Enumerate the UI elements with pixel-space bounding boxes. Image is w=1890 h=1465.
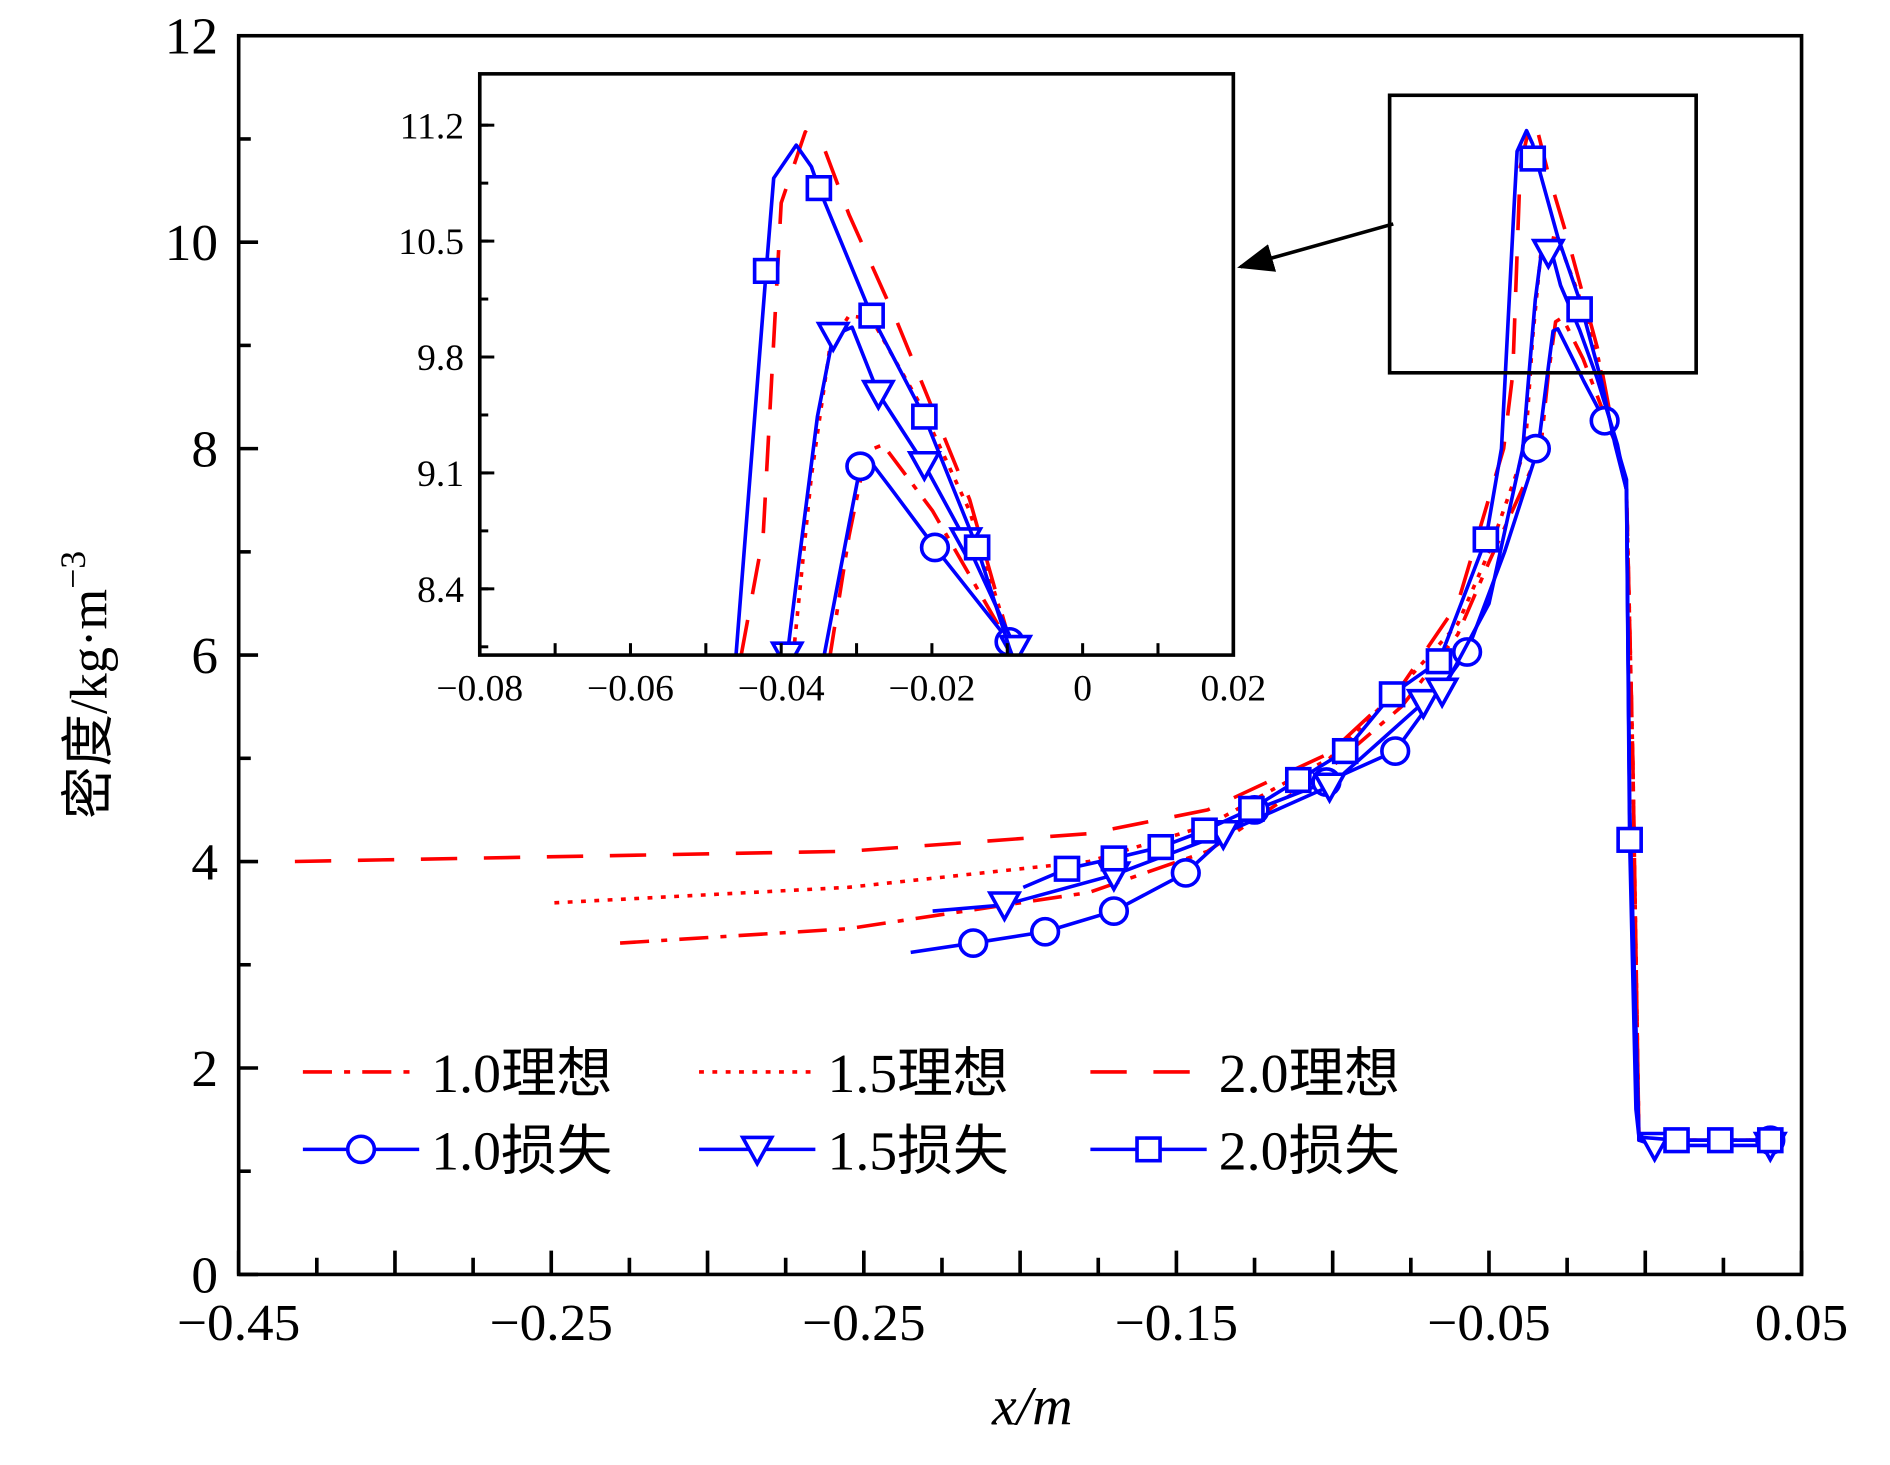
- legend-label: 1.5理想: [827, 1044, 1008, 1104]
- y-tick-label: 2: [191, 1040, 218, 1098]
- marker-2.0损失: [1616, 826, 1643, 853]
- marker-2.0损失: [1706, 1127, 1734, 1154]
- inset-x-tick-label: −0.08: [436, 669, 523, 710]
- legend-label: 1.0损失: [431, 1121, 612, 1181]
- marker-2.0损失: [1425, 648, 1453, 675]
- inset-marker-2.0损失: [911, 403, 938, 430]
- legend-marker: [345, 1134, 377, 1165]
- x-tick-label: 0.05: [1755, 1294, 1848, 1352]
- marker-2.0损失: [1519, 145, 1547, 172]
- inset-marker-2.0损失: [752, 257, 780, 285]
- inset-marker-1.0损失: [845, 451, 876, 482]
- inset-marker-2.0损失: [858, 302, 885, 329]
- zoom-region-box: [1387, 93, 1698, 375]
- marker-2.0损失: [1566, 296, 1593, 323]
- marker-2.0损失: [1238, 795, 1265, 822]
- inset-frame: [477, 72, 1236, 657]
- marker-2.0损失: [1663, 1127, 1690, 1154]
- x-tick-label: −0.25: [802, 1294, 925, 1352]
- inset-marker-2.0损失: [805, 175, 833, 202]
- marker-2.0损失: [1756, 1127, 1784, 1154]
- marker-2.0损失: [1053, 855, 1081, 882]
- inset-x-tick-label: −0.04: [738, 669, 825, 710]
- inset-series-line-2.0理想: [739, 130, 1016, 656]
- legend-label: 1.5损失: [827, 1121, 1008, 1181]
- inset-x-tick-label: −0.06: [587, 669, 674, 710]
- inset-y-tick-label: 11.2: [400, 107, 464, 148]
- inset-marker-2.0损失: [963, 534, 991, 561]
- legend-label: 2.0损失: [1219, 1121, 1400, 1181]
- y-axis-label: 密度/kg·m−3: [53, 551, 119, 819]
- series-line-2.0理想: [294, 120, 1771, 1142]
- marker-1.0损失: [1098, 896, 1130, 926]
- main-series: [294, 120, 1788, 1164]
- marker-1.5损失: [1405, 688, 1441, 721]
- x-tick-label: −0.25: [490, 1294, 613, 1352]
- legend-entry: 2.0损失: [1090, 1121, 1400, 1182]
- inset-y-tick-label: 9.1: [417, 454, 464, 495]
- inset-axes: −0.08 −0.06 −0.04 −0.02 0 0.02 8.4 9.1 9.8 10.5 11…: [398, 107, 1266, 710]
- inset-marker-1.5损失: [860, 379, 897, 412]
- legend-label: 2.0理想: [1219, 1044, 1400, 1104]
- legend-label: 1.0理想: [431, 1044, 612, 1104]
- y-tick-label: 6: [191, 627, 218, 685]
- inset-y-tick-label: 8.4: [417, 570, 464, 611]
- y-tick-label: 0: [191, 1247, 218, 1305]
- x-tick-label: −0.05: [1427, 1294, 1550, 1352]
- legend: 1.0理想 1.5理想 2.0理想 1.0损失 1.5损失 2.0损失: [302, 1044, 1400, 1182]
- inset-x-tick-label: 0.02: [1200, 669, 1266, 710]
- marker-1.0损失: [1380, 736, 1411, 766]
- marker-2.0损失: [1191, 817, 1218, 844]
- inset-x-tick-label: −0.02: [888, 669, 975, 710]
- marker-1.0损失: [958, 928, 989, 958]
- legend-entry: 1.0损失: [302, 1121, 612, 1182]
- marker-2.0损失: [1100, 845, 1128, 872]
- plot-frame: [236, 33, 1804, 1277]
- marker-1.0损失: [1520, 433, 1552, 464]
- legend-entry: 1.5理想: [699, 1044, 1009, 1104]
- marker-1.0损失: [1029, 916, 1061, 947]
- marker-2.0损失: [1331, 737, 1359, 765]
- legend-entry: 2.0理想: [1090, 1044, 1400, 1104]
- inset-marker-1.5损失: [815, 321, 851, 354]
- legend-marker: [739, 1135, 775, 1168]
- marker-1.5损失: [1530, 238, 1566, 271]
- legend-marker: [1135, 1136, 1162, 1163]
- x-tick-label: −0.45: [177, 1294, 300, 1352]
- inset-marker-1.5损失: [906, 450, 942, 483]
- x-axis-label: x/m: [991, 1376, 1072, 1436]
- marker-1.5损失: [986, 891, 1023, 923]
- legend-entry: 1.5损失: [699, 1121, 1009, 1182]
- y-tick-label: 12: [165, 8, 218, 66]
- marker-1.5损失: [1424, 677, 1460, 710]
- zoom-arrow: [1237, 222, 1394, 272]
- y-tick-label: 10: [165, 214, 218, 272]
- inset-y-tick-label: 9.8: [417, 338, 464, 379]
- marker-2.0损失: [1147, 833, 1175, 861]
- inset-background: [479, 73, 1234, 656]
- y-tick-label: 4: [191, 834, 218, 892]
- inset-series-line-1.0理想: [828, 442, 1016, 656]
- inset-x-tick-label: 0: [1073, 669, 1092, 710]
- inset-series-line-1.0损失: [822, 461, 1018, 656]
- inset-y-tick-label: 10.5: [398, 222, 464, 263]
- x-tick-label: −0.15: [1115, 1294, 1238, 1352]
- inset-series: [734, 130, 1034, 656]
- marker-2.0损失: [1284, 766, 1312, 794]
- marker-1.5损失: [1311, 772, 1348, 805]
- inset-marker-1.0损失: [919, 532, 951, 563]
- marker-1.0损失: [1170, 857, 1201, 888]
- series-line-2.0损失: [1022, 128, 1771, 1142]
- legend-entry: 1.0理想: [302, 1044, 612, 1104]
- marker-2.0损失: [1472, 526, 1500, 553]
- y-tick-label: 8: [191, 421, 218, 479]
- marker-2.0损失: [1378, 681, 1406, 708]
